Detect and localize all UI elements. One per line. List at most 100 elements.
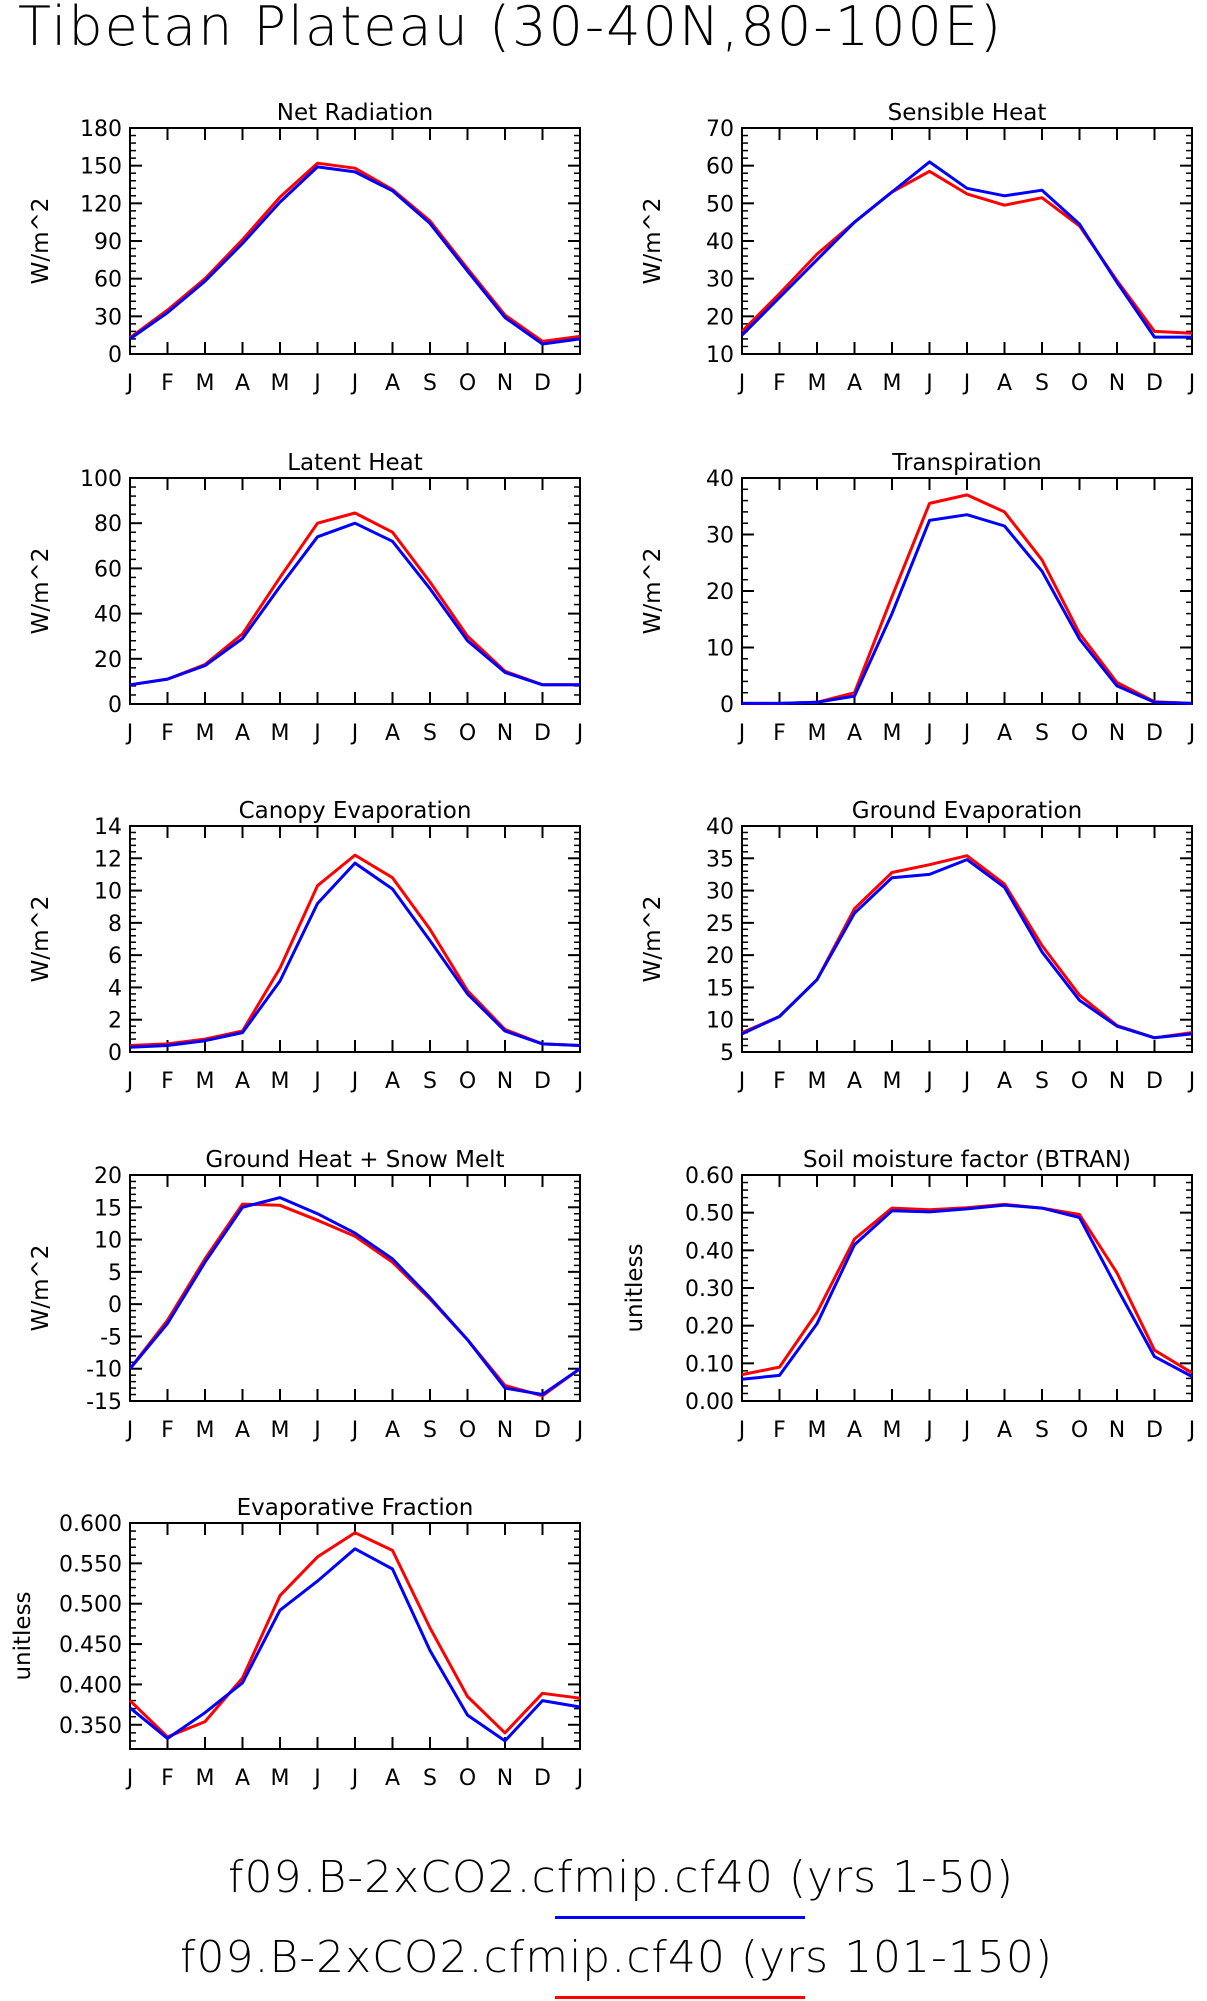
x-tick-label: J — [924, 721, 933, 746]
panel-title: Ground Evaporation — [852, 798, 1082, 824]
plot-frame — [129, 825, 581, 1053]
x-tick-label: D — [1146, 371, 1163, 396]
y-tick-label: 40 — [94, 603, 122, 628]
chart-panel: Evaporative Fraction unitless 0.350 0.400 0.… — [10, 1495, 583, 1791]
y-tick-label: 10 — [706, 637, 734, 662]
series-line — [129, 165, 581, 346]
legend-entry-2-line — [555, 1996, 805, 1999]
y-tick-label: 60 — [94, 268, 122, 293]
x-tick-label: D — [1146, 1069, 1163, 1094]
y-tick-label: 60 — [94, 557, 122, 582]
series-line — [129, 853, 581, 1047]
y-tick-label: 0 — [108, 1041, 122, 1066]
x-tick-label: J — [924, 371, 933, 396]
x-tick-label: F — [773, 371, 786, 396]
x-tick-label: J — [350, 1766, 359, 1791]
y-tick-label: 25 — [706, 912, 734, 937]
series-line — [741, 1203, 1193, 1381]
y-tick-label: 20 — [706, 580, 734, 605]
series-line — [129, 521, 580, 687]
series-line — [741, 1202, 1193, 1377]
y-tick-label: 30 — [706, 880, 734, 905]
x-tick-label: O — [459, 371, 476, 396]
x-tick-label: M — [196, 371, 215, 396]
y-tick-label: 0.350 — [59, 1714, 122, 1739]
x-tick-label: N — [497, 1069, 513, 1094]
x-tick-label: F — [161, 721, 174, 746]
x-tick-label: M — [808, 1418, 827, 1443]
x-tick-label: J — [1187, 371, 1196, 396]
x-tick-label: J — [924, 1418, 933, 1443]
y-tick-label: 14 — [94, 815, 122, 840]
x-tick-label: M — [808, 371, 827, 396]
x-tick-label: N — [1109, 1069, 1125, 1094]
x-tick-label: M — [271, 371, 290, 396]
series-line — [740, 169, 1193, 335]
x-tick-label: A — [847, 721, 862, 746]
x-tick-label: J — [350, 721, 359, 746]
panel-title: Soil moisture factor (BTRAN) — [803, 1147, 1131, 1173]
y-tick-label: 0.400 — [59, 1673, 122, 1698]
y-tick-label: 10 — [94, 1229, 122, 1254]
y-tick-label: 0.600 — [59, 1512, 122, 1537]
x-tick-label: J — [962, 1418, 971, 1443]
x-tick-label: A — [997, 371, 1012, 396]
x-tick-label: J — [312, 371, 321, 396]
y-tick-label: 2 — [108, 1009, 122, 1034]
x-tick-label: A — [385, 371, 400, 396]
panel-title: Net Radiation — [277, 100, 433, 126]
y-tick-label: 0.10 — [685, 1352, 734, 1377]
x-tick-label: J — [350, 371, 359, 396]
y-axis-label: unitless — [10, 1591, 36, 1680]
x-tick-label: O — [1071, 721, 1088, 746]
x-tick-label: A — [235, 371, 250, 396]
x-tick-label: D — [534, 371, 551, 396]
x-tick-label: S — [423, 1766, 437, 1791]
y-tick-label: 30 — [706, 524, 734, 549]
x-tick-label: F — [161, 1069, 174, 1094]
x-tick-label: M — [271, 1766, 290, 1791]
y-tick-label: 40 — [706, 815, 734, 840]
x-tick-label: J — [125, 1069, 134, 1094]
y-tick-label: -10 — [86, 1358, 122, 1383]
x-tick-label: M — [883, 371, 902, 396]
x-tick-label: O — [459, 1069, 476, 1094]
x-tick-label: N — [1109, 721, 1125, 746]
x-tick-label: D — [1146, 1418, 1163, 1443]
x-tick-label: A — [847, 371, 862, 396]
panel-title: Transpiration — [891, 450, 1041, 476]
legend-entry-1-label: f09.B-2xCO2.cfmip.cf40 (yrs 1-50) — [228, 1852, 1015, 1903]
chart-panel: Ground Heat + Snow Melt W/m^2 -15 -10 -5 0 5 10… — [28, 1147, 583, 1443]
x-tick-label: M — [808, 721, 827, 746]
y-tick-label: 20 — [94, 648, 122, 673]
series-line — [128, 1202, 581, 1398]
x-tick-label: S — [423, 721, 437, 746]
y-tick-label: 20 — [706, 305, 734, 330]
x-tick-label: J — [1187, 721, 1196, 746]
x-tick-label: M — [271, 1069, 290, 1094]
x-tick-label: J — [1187, 1069, 1196, 1094]
x-tick-label: O — [1071, 371, 1088, 396]
x-tick-label: J — [575, 371, 584, 396]
x-tick-label: O — [459, 1418, 476, 1443]
x-tick-label: J — [312, 1418, 321, 1443]
y-tick-label: 150 — [80, 155, 122, 180]
y-tick-label: -5 — [100, 1325, 122, 1350]
x-tick-label: N — [1109, 1418, 1125, 1443]
x-tick-label: J — [312, 1069, 321, 1094]
y-tick-label: 70 — [706, 117, 734, 142]
y-tick-label: 35 — [706, 847, 734, 872]
x-tick-label: J — [125, 371, 134, 396]
y-tick-label: 80 — [94, 512, 122, 537]
y-tick-label: 40 — [706, 230, 734, 255]
x-tick-label: J — [575, 1766, 584, 1791]
y-tick-label: 10 — [706, 343, 734, 368]
x-tick-label: A — [847, 1418, 862, 1443]
x-tick-label: S — [1035, 721, 1049, 746]
chart-panel: Soil moisture factor (BTRAN) unitless 0.00… — [622, 1147, 1195, 1443]
x-tick-label: J — [737, 371, 746, 396]
y-axis-label: W/m^2 — [28, 548, 54, 635]
